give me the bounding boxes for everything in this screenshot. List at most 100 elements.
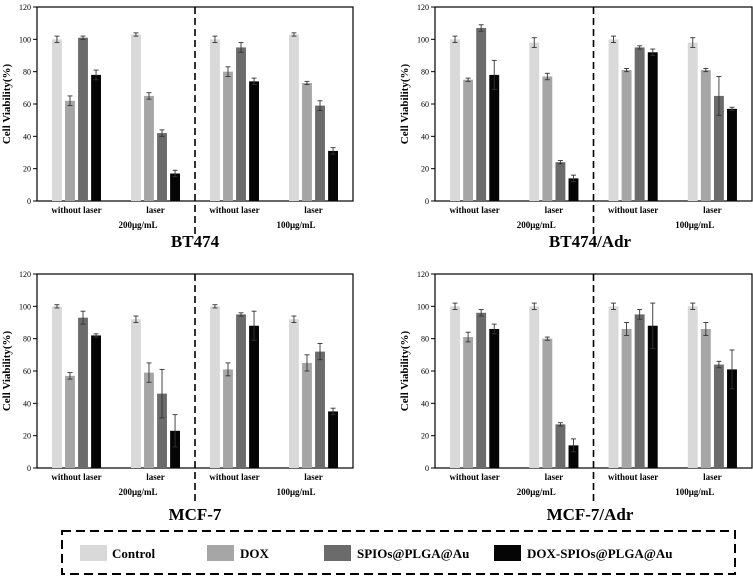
- bar-control: [608, 306, 619, 468]
- y-tick-label: 20: [23, 165, 31, 174]
- legend-swatch: [494, 545, 521, 561]
- bar-spios-plga-au: [315, 351, 325, 468]
- y-tick-label: 40: [23, 399, 31, 408]
- y-tick-label: 60: [23, 367, 31, 376]
- y-tick-label: 100: [19, 35, 31, 44]
- chart-panel-3: 0 20 40 60 80 100 120 Cell Viability(%) without …: [1, 270, 354, 524]
- y-tick-label: 40: [421, 399, 429, 408]
- group-label: without laser: [51, 472, 101, 482]
- y-tick-label: 60: [23, 100, 31, 109]
- bar-spios-plga-au: [236, 314, 246, 468]
- y-tick-label: 60: [421, 367, 429, 376]
- group-label: without laser: [51, 205, 101, 215]
- chart-panel-2: 0 20 40 60 80 100 120 Cell Viability(%) without …: [399, 3, 753, 251]
- bar-dox-spios-plga-au: [170, 173, 180, 201]
- legend-entry: DOX-SPIOs@PLGA@Au: [527, 546, 673, 561]
- bar-control: [210, 39, 220, 202]
- y-tick-label: 80: [23, 68, 31, 77]
- group-label: without laser: [209, 205, 259, 215]
- bar-control: [289, 34, 299, 201]
- y-axis-label: Cell Viability(%): [1, 63, 13, 144]
- bar-control: [529, 306, 540, 468]
- bar-dox: [302, 362, 312, 468]
- bar-dox-spios-plga-au: [647, 325, 658, 468]
- y-tick-label: 0: [27, 464, 31, 473]
- concentration-label: 200μg/mL: [118, 220, 157, 230]
- bar-control: [52, 306, 62, 468]
- concentration-label: 100μg/mL: [675, 220, 714, 230]
- legend-box: [61, 530, 736, 575]
- y-tick-label: 100: [417, 302, 429, 311]
- bar-dox-spios-plga-au: [568, 445, 579, 468]
- group-label: without laser: [450, 205, 500, 215]
- bar-dox: [621, 328, 632, 468]
- group-label: laser: [304, 472, 323, 482]
- group-label: without laser: [608, 472, 658, 482]
- bar-control: [529, 42, 540, 201]
- bar-control: [52, 39, 62, 202]
- y-tick-label: 80: [421, 68, 429, 77]
- bar-spios-plga-au: [157, 133, 167, 201]
- concentration-label: 100μg/mL: [675, 487, 714, 497]
- bar-dox: [65, 100, 75, 201]
- bar-dox: [463, 337, 474, 468]
- bar-dox-spios-plga-au: [170, 430, 180, 468]
- y-tick-label: 0: [425, 197, 429, 206]
- bar-dox-spios-plga-au: [249, 325, 259, 468]
- bar-dox: [223, 369, 233, 468]
- bar-dox-spios-plga-au: [727, 369, 737, 468]
- legend-swatch: [324, 545, 351, 561]
- panel-title: BT474: [171, 232, 220, 251]
- concentration-label: 100μg/mL: [276, 487, 315, 497]
- y-axis-label: Cell Viability(%): [399, 63, 411, 144]
- bar-spios-plga-au: [78, 37, 88, 201]
- bar-dox: [223, 71, 233, 202]
- bar-dox-spios-plga-au: [91, 74, 101, 201]
- group-label: without laser: [450, 472, 500, 482]
- bar-dox-spios-plga-au: [328, 411, 338, 468]
- bar-spios-plga-au: [78, 317, 88, 468]
- bar-control: [687, 42, 698, 201]
- bar-spios-plga-au: [634, 47, 645, 201]
- bar-spios-plga-au: [634, 314, 645, 468]
- bar-control: [608, 39, 619, 202]
- y-tick-label: 20: [23, 432, 31, 441]
- bar-control: [450, 39, 460, 202]
- concentration-label: 200μg/mL: [118, 487, 157, 497]
- bar-spios-plga-au: [555, 424, 566, 468]
- legend-swatch: [80, 545, 107, 561]
- bar-dox-spios-plga-au: [328, 150, 338, 201]
- y-tick-label: 120: [417, 3, 429, 12]
- bar-spios-plga-au: [236, 47, 246, 201]
- y-tick-label: 0: [27, 197, 31, 206]
- group-label: laser: [146, 472, 165, 482]
- bar-dox: [621, 70, 632, 201]
- bar-dox-spios-plga-au: [568, 178, 579, 201]
- y-axis-label: Cell Viability(%): [1, 330, 13, 411]
- y-tick-label: 40: [421, 132, 429, 141]
- legend-entry: SPIOs@PLGA@Au: [357, 546, 469, 561]
- bar-dox-spios-plga-au: [489, 74, 500, 201]
- y-tick-label: 120: [417, 270, 429, 279]
- concentration-label: 100μg/mL: [276, 220, 315, 230]
- legend-entry: DOX: [240, 546, 270, 561]
- bar-spios-plga-au: [713, 364, 724, 468]
- y-tick-label: 120: [19, 270, 31, 279]
- chart-panel-4: 0 20 40 60 80 100 120 Cell Viability(%) without …: [399, 270, 753, 524]
- y-tick-label: 80: [23, 335, 31, 344]
- bar-dox-spios-plga-au: [489, 328, 500, 468]
- panel-title: MCF-7: [169, 505, 222, 524]
- group-label: laser: [304, 205, 323, 215]
- group-label: laser: [703, 205, 722, 215]
- bar-dox: [700, 70, 711, 201]
- bar-control: [289, 319, 299, 468]
- bar-dox-spios-plga-au: [91, 335, 101, 468]
- bar-dox-spios-plga-au: [249, 81, 259, 201]
- bar-dox-spios-plga-au: [647, 52, 658, 202]
- y-tick-label: 100: [19, 302, 31, 311]
- bar-spios-plga-au: [157, 393, 167, 468]
- bar-spios-plga-au: [476, 28, 487, 202]
- bar-control: [131, 34, 141, 201]
- group-label: without laser: [608, 205, 658, 215]
